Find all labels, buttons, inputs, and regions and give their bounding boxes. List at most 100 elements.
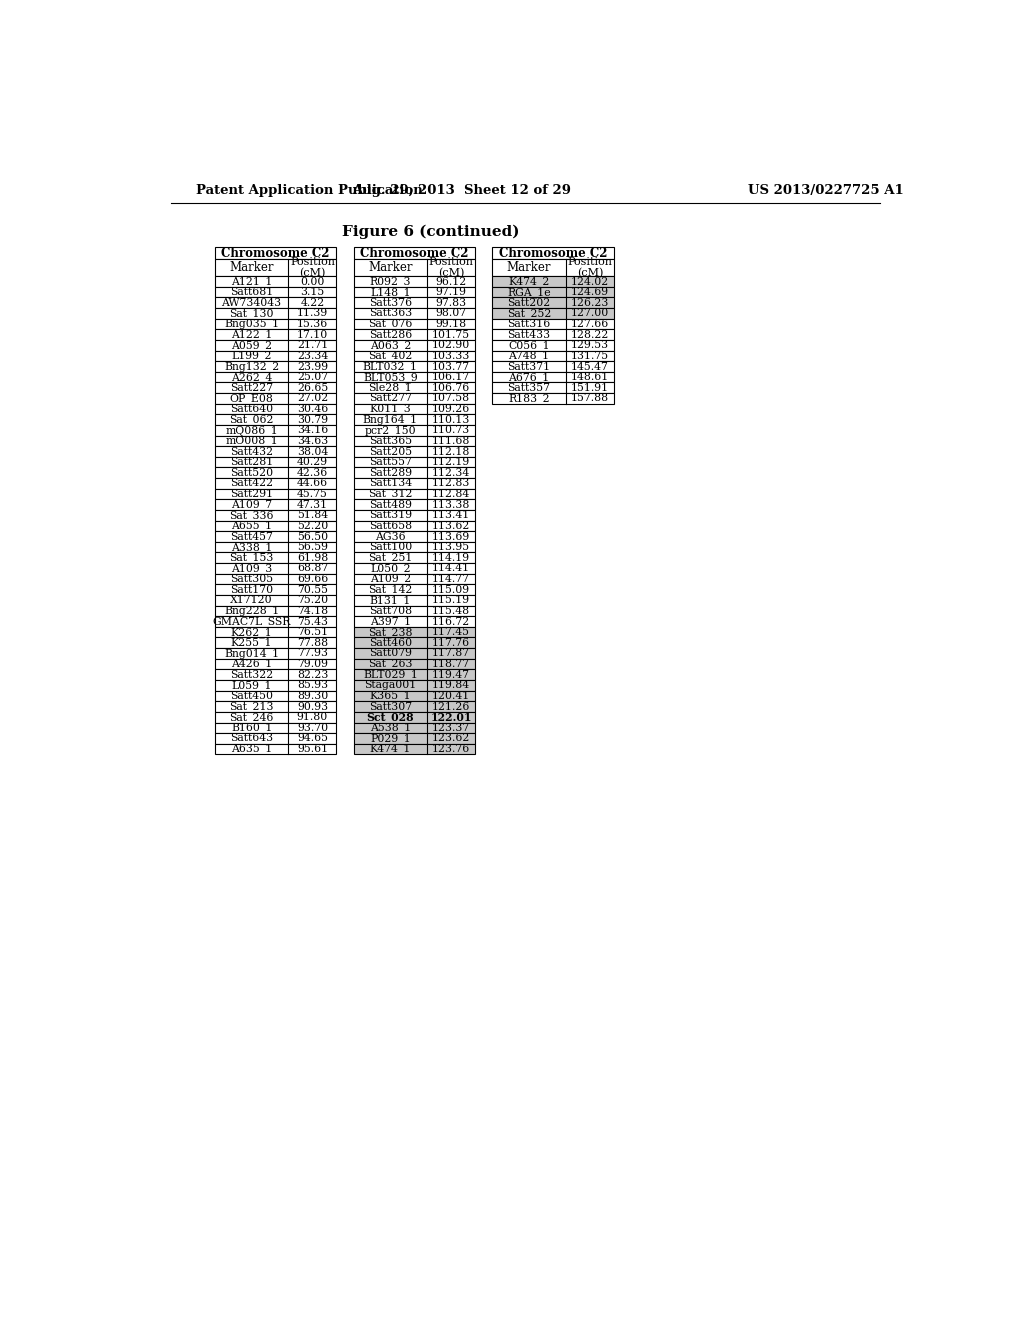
Bar — [353, 564, 475, 574]
Text: 112.83: 112.83 — [432, 478, 470, 488]
Bar — [215, 341, 337, 351]
Text: 128.22: 128.22 — [570, 330, 609, 339]
Text: Satt708: Satt708 — [369, 606, 412, 616]
Text: 114.19: 114.19 — [432, 553, 470, 562]
Text: A426_1: A426_1 — [231, 659, 272, 669]
Bar — [353, 711, 475, 722]
Text: 94.65: 94.65 — [297, 734, 328, 743]
Text: Position
(cM): Position (cM) — [290, 257, 335, 279]
Text: L199_2: L199_2 — [231, 351, 271, 362]
Text: Satt365: Satt365 — [369, 436, 412, 446]
Text: Satt520: Satt520 — [230, 467, 273, 478]
Text: Chromosome C2: Chromosome C2 — [221, 247, 330, 260]
Text: Satt205: Satt205 — [369, 446, 412, 457]
Text: 34.16: 34.16 — [297, 425, 328, 436]
Text: 112.84: 112.84 — [432, 488, 470, 499]
Bar — [353, 743, 475, 755]
Text: L059_1: L059_1 — [231, 680, 271, 690]
Text: AW734043: AW734043 — [221, 298, 282, 308]
Text: K011_3: K011_3 — [370, 404, 412, 414]
Text: Position
(cM): Position (cM) — [567, 257, 612, 279]
Text: C056_1: C056_1 — [508, 341, 550, 351]
Text: Satt307: Satt307 — [369, 701, 412, 711]
Text: Satt289: Satt289 — [369, 467, 412, 478]
Text: Sat_402: Sat_402 — [369, 351, 413, 362]
Text: 123.37: 123.37 — [432, 723, 470, 733]
Text: Satt376: Satt376 — [369, 298, 412, 308]
Bar — [493, 318, 614, 330]
Text: 101.75: 101.75 — [432, 330, 470, 339]
Text: Sat_142: Sat_142 — [369, 585, 413, 595]
Text: Satt457: Satt457 — [230, 532, 273, 541]
Bar — [215, 436, 337, 446]
Bar — [493, 341, 614, 351]
Bar — [215, 478, 337, 488]
Text: 69.66: 69.66 — [297, 574, 328, 583]
Text: 34.63: 34.63 — [297, 436, 328, 446]
Text: Bng035_1: Bng035_1 — [224, 318, 280, 330]
Text: A338_1: A338_1 — [231, 541, 272, 553]
Bar — [353, 488, 475, 499]
Text: 103.77: 103.77 — [432, 362, 470, 371]
Text: Marker: Marker — [229, 261, 273, 275]
Bar — [215, 531, 337, 543]
Text: Satt281: Satt281 — [230, 457, 273, 467]
Text: 77.88: 77.88 — [297, 638, 328, 648]
Bar — [493, 362, 614, 372]
Text: Sct_028: Sct_028 — [367, 711, 414, 722]
Text: A397_1: A397_1 — [370, 616, 411, 627]
Bar — [353, 436, 475, 446]
Text: 124.69: 124.69 — [570, 288, 609, 297]
Bar — [353, 286, 475, 297]
Text: 17.10: 17.10 — [297, 330, 328, 339]
Bar — [353, 638, 475, 648]
Bar — [353, 659, 475, 669]
Bar — [353, 543, 475, 553]
Text: 127.00: 127.00 — [570, 309, 609, 318]
Text: 112.34: 112.34 — [432, 467, 470, 478]
Bar — [215, 308, 337, 318]
Bar — [493, 286, 614, 297]
Text: Satt460: Satt460 — [369, 638, 412, 648]
Text: Satt658: Satt658 — [369, 521, 412, 531]
Text: Satt371: Satt371 — [508, 362, 551, 371]
Text: mQ086_1: mQ086_1 — [225, 425, 278, 436]
Text: 117.76: 117.76 — [432, 638, 470, 648]
Text: 93.70: 93.70 — [297, 723, 328, 733]
Text: GMAC7L_SSR: GMAC7L_SSR — [212, 616, 291, 627]
Text: 113.62: 113.62 — [432, 521, 470, 531]
Bar — [353, 404, 475, 414]
Text: 124.02: 124.02 — [570, 276, 609, 286]
Text: 75.43: 75.43 — [297, 616, 328, 627]
Text: Position
(cM): Position (cM) — [429, 257, 474, 279]
Text: Satt640: Satt640 — [230, 404, 273, 414]
Text: K262_1: K262_1 — [230, 627, 272, 638]
Text: 107.58: 107.58 — [432, 393, 470, 404]
Text: K365_1: K365_1 — [370, 690, 412, 701]
Text: 145.47: 145.47 — [571, 362, 609, 371]
Text: Chromosome C2: Chromosome C2 — [499, 247, 607, 260]
Text: Satt170: Satt170 — [230, 585, 273, 595]
Text: 113.38: 113.38 — [432, 500, 470, 510]
Bar — [353, 414, 475, 425]
Bar — [353, 425, 475, 436]
Bar — [353, 467, 475, 478]
Text: Sat_251: Sat_251 — [369, 553, 413, 564]
Text: 15.36: 15.36 — [297, 319, 328, 329]
Bar — [215, 383, 337, 393]
Bar — [353, 531, 475, 543]
Text: 111.68: 111.68 — [432, 436, 470, 446]
Text: A635_1: A635_1 — [231, 743, 272, 755]
Text: Sat_213: Sat_213 — [229, 701, 273, 711]
Text: K255_1: K255_1 — [230, 638, 272, 648]
Text: Satt227: Satt227 — [230, 383, 273, 393]
Text: K474_1: K474_1 — [370, 743, 411, 755]
Text: Figure 6 (continued): Figure 6 (continued) — [341, 224, 519, 239]
Bar — [215, 372, 337, 383]
Bar — [215, 297, 337, 308]
Text: 52.20: 52.20 — [297, 521, 328, 531]
Text: Satt305: Satt305 — [230, 574, 273, 583]
Text: 44.66: 44.66 — [297, 478, 328, 488]
Bar — [215, 722, 337, 733]
Bar — [353, 585, 475, 595]
